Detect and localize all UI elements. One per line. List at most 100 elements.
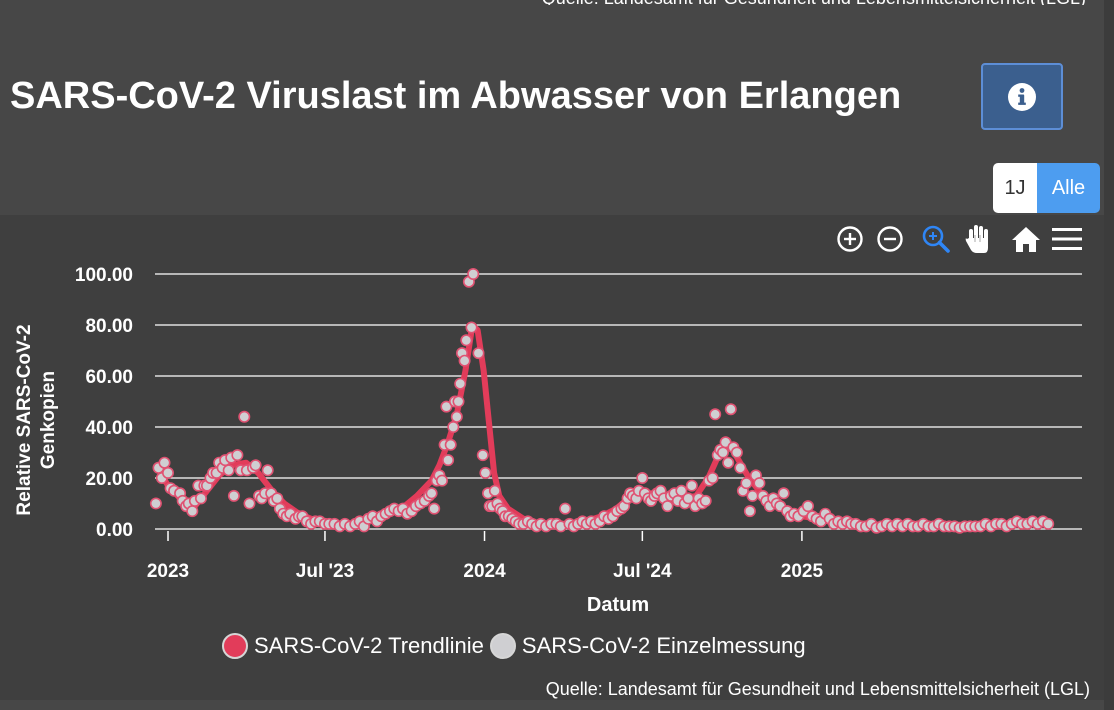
data-point[interactable] [753,477,766,490]
chart-toolbar [830,222,1090,256]
data-point[interactable] [442,454,455,467]
data-point[interactable] [458,354,471,367]
x-tick-label: 2023 [147,561,189,582]
data-point[interactable] [162,466,175,479]
data-point[interactable] [636,471,649,484]
data-point[interactable] [716,446,729,459]
data-point[interactable] [746,489,759,502]
data-point[interactable] [261,464,274,477]
data-point[interactable] [559,502,572,515]
data-point[interactable] [149,497,162,510]
data-point[interactable] [158,456,171,469]
data-point[interactable] [476,449,489,462]
selection-zoom-icon [922,225,950,253]
data-point[interactable] [460,334,473,347]
chart-legend: SARS-CoV-2 Trendlinie SARS-CoV-2 Einzelm… [222,633,812,659]
zoom-out-button[interactable] [873,222,907,256]
top-source-text-clipped: Quelle: Landesamt für Gesundheit und Leb… [0,0,1104,5]
data-point[interactable] [699,494,712,507]
data-point[interactable] [685,479,698,492]
data-point[interactable] [452,395,465,408]
data-point[interactable] [450,410,463,423]
data-point[interactable] [447,421,460,434]
scatter-series [149,267,1055,534]
range-selector: 1J Alle [993,163,1100,213]
reset-zoom-button[interactable] [1009,222,1043,256]
data-point[interactable] [440,400,453,413]
data-point[interactable] [467,267,480,280]
data-point[interactable] [709,408,722,421]
legend-label-trend: SARS-CoV-2 Trendlinie [254,633,484,658]
top-source-text: Quelle: Landesamt für Gesundheit und Leb… [542,0,1086,5]
data-point[interactable] [743,505,756,518]
data-point[interactable] [730,446,743,459]
data-point[interactable] [243,497,256,510]
data-point[interactable] [675,484,688,497]
data-point[interactable] [222,464,235,477]
trend-line [154,322,1054,529]
selection-zoom-button[interactable] [919,222,953,256]
data-point[interactable] [724,403,737,416]
y-axis-label-line-2: Genkopien [38,371,59,469]
y-tick-label: 0.00 [96,520,133,541]
data-point[interactable] [231,449,244,462]
y-tick-label: 40.00 [85,418,133,439]
trend-series [154,322,1054,529]
data-point[interactable] [1042,517,1055,530]
page-title: SARS-CoV-2 Viruslast im Abwasser von Erl… [10,75,902,117]
y-axis-label-line-1: Relative SARS-CoV-2 [14,324,35,515]
zoom-out-icon [877,226,903,252]
data-point[interactable] [454,377,467,390]
data-point[interactable] [740,477,753,490]
y-tick-label: 20.00 [85,469,133,490]
data-point[interactable] [479,466,492,479]
legend-label-points: SARS-CoV-2 Einzelmessung [521,633,806,658]
source-text: Quelle: Landesamt für Gesundheit und Leb… [545,679,1090,699]
x-axis-label: Datum [587,594,649,616]
menu-button[interactable] [1050,222,1084,256]
x-tick-label: 2024 [463,561,506,582]
data-point[interactable] [465,321,478,334]
y-tick-label: 80.00 [85,316,133,337]
info-circle-icon [1008,82,1036,111]
data-point[interactable] [249,459,262,472]
data-point[interactable] [195,492,208,505]
y-axis-label: Relative SARS-CoV-2 Genkopien [14,324,59,515]
page-edge-right [1104,0,1114,710]
data-point[interactable] [444,438,457,451]
zoom-in-icon [837,226,863,252]
data-point[interactable] [271,492,284,505]
pan-hand-icon [965,225,988,253]
data-point[interactable] [722,456,735,469]
info-button[interactable] [981,63,1063,130]
legend-marker-trend [222,633,248,659]
reset-home-icon [1012,227,1040,252]
x-tick-label: 2025 [781,561,824,582]
legend-marker-points [489,633,516,659]
y-tick-label: 60.00 [85,367,133,388]
data-point[interactable] [428,502,441,515]
data-point[interactable] [472,347,485,360]
page-edge-bottom [0,700,1104,710]
data-point[interactable] [801,500,814,513]
x-tick-label: Jul '23 [296,561,354,582]
chart[interactable]: 0.00 20.00 40.00 60.00 80.00 100.00 2023 Jul '… [0,215,1104,700]
data-point[interactable] [777,487,790,500]
legend-item-points[interactable]: SARS-CoV-2 Einzelmessung [489,633,806,659]
data-point[interactable] [425,487,438,500]
range-alle-button[interactable]: Alle [1037,163,1100,213]
data-point[interactable] [186,505,199,518]
zoom-in-button[interactable] [833,222,867,256]
range-1j-button[interactable]: 1J [993,163,1037,213]
data-point[interactable] [734,461,747,474]
data-point[interactable] [227,489,240,502]
data-point[interactable] [488,484,501,497]
legend-item-trend[interactable]: SARS-CoV-2 Trendlinie [222,633,484,659]
data-point[interactable] [435,474,448,487]
data-point[interactable] [706,471,719,484]
data-point[interactable] [238,410,251,423]
data-point[interactable] [661,500,674,513]
y-tick-label: 100.00 [75,265,133,286]
pan-button[interactable] [961,222,995,256]
chart-panel: 0.00 20.00 40.00 60.00 80.00 100.00 2023 Jul '… [0,215,1104,700]
